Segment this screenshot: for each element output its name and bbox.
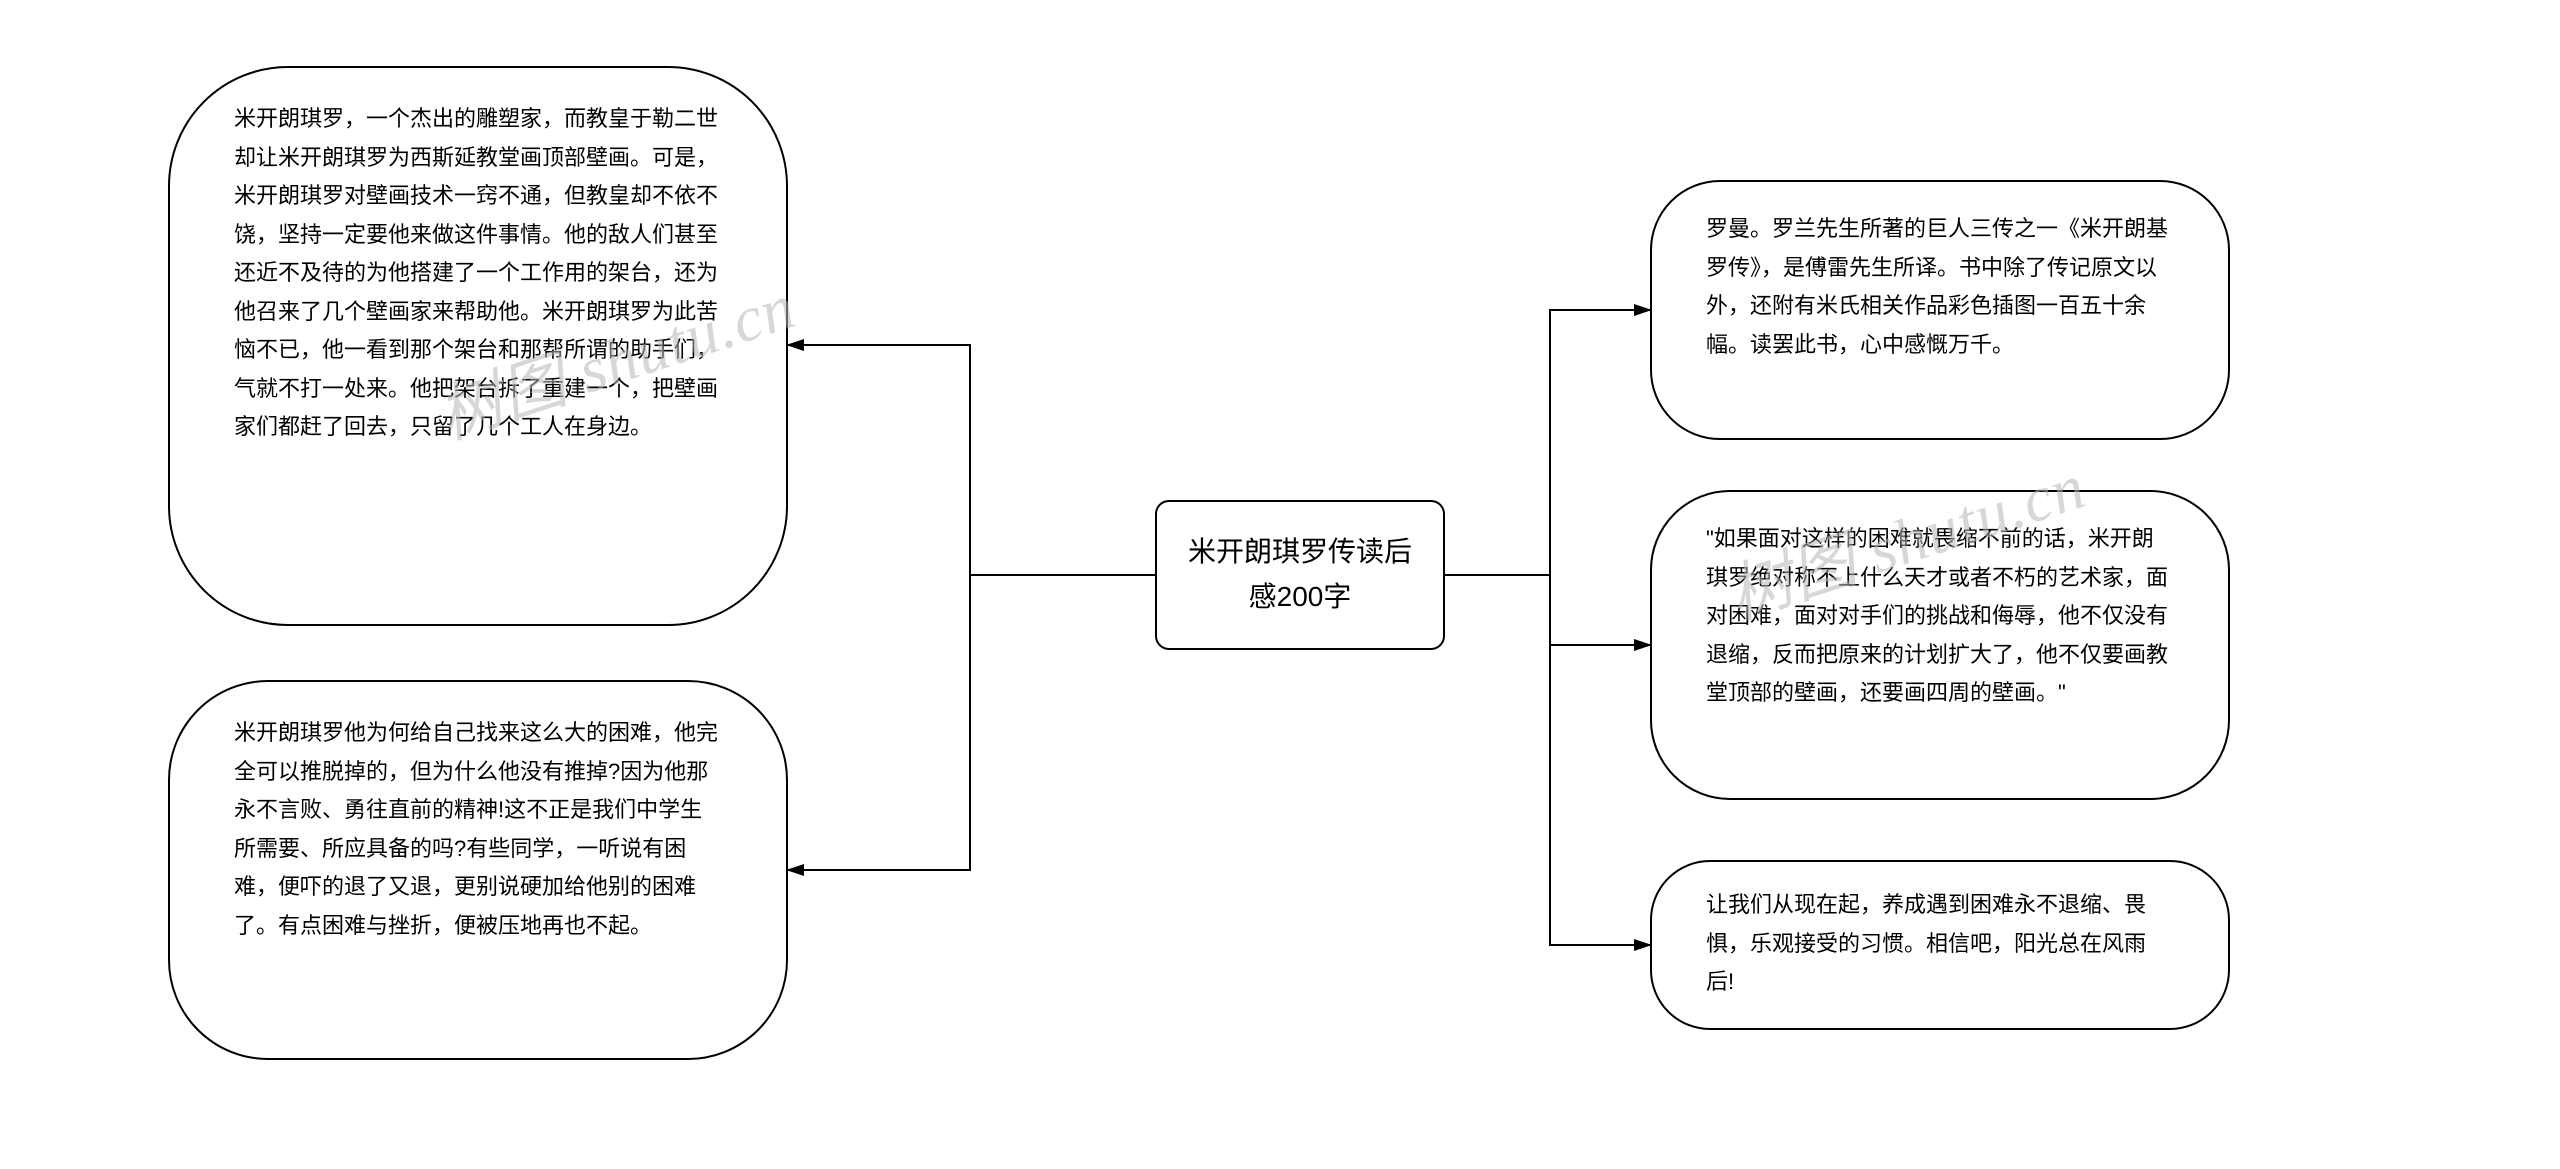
center-node: 米开朗琪罗传读后感200字 bbox=[1155, 500, 1445, 650]
right-node-1: 罗曼。罗兰先生所著的巨人三传之一《米开朗基罗传》，是傅雷先生所译。书中除了传记原… bbox=[1650, 180, 2230, 440]
right-node-2: "如果面对这样的困难就畏缩不前的话，米开朗琪罗绝对称不上什么天才或者不朽的艺术家… bbox=[1650, 490, 2230, 800]
left-node-2: 米开朗琪罗他为何给自己找来这么大的困难，他完全可以推脱掉的，但为什么他没有推掉?… bbox=[168, 680, 788, 1060]
left-node-2-text: 米开朗琪罗他为何给自己找来这么大的困难，他完全可以推脱掉的，但为什么他没有推掉?… bbox=[234, 720, 718, 938]
left-node-1: 米开朗琪罗，一个杰出的雕塑家，而教皇于勒二世却让米开朗琪罗为西斯延教堂画顶部壁画… bbox=[168, 66, 788, 626]
right-node-2-text: "如果面对这样的困难就畏缩不前的话，米开朗琪罗绝对称不上什么天才或者不朽的艺术家… bbox=[1706, 526, 2168, 705]
right-node-3-text: 让我们从现在起，养成遇到困难永不退缩、畏惧，乐观接受的习惯。相信吧，阳光总在风雨… bbox=[1706, 892, 2146, 994]
left-node-1-text: 米开朗琪罗，一个杰出的雕塑家，而教皇于勒二世却让米开朗琪罗为西斯延教堂画顶部壁画… bbox=[234, 106, 718, 439]
right-node-3: 让我们从现在起，养成遇到困难永不退缩、畏惧，乐观接受的习惯。相信吧，阳光总在风雨… bbox=[1650, 860, 2230, 1030]
right-node-1-text: 罗曼。罗兰先生所著的巨人三传之一《米开朗基罗传》，是傅雷先生所译。书中除了传记原… bbox=[1706, 216, 2168, 357]
center-node-text: 米开朗琪罗传读后感200字 bbox=[1181, 530, 1419, 620]
